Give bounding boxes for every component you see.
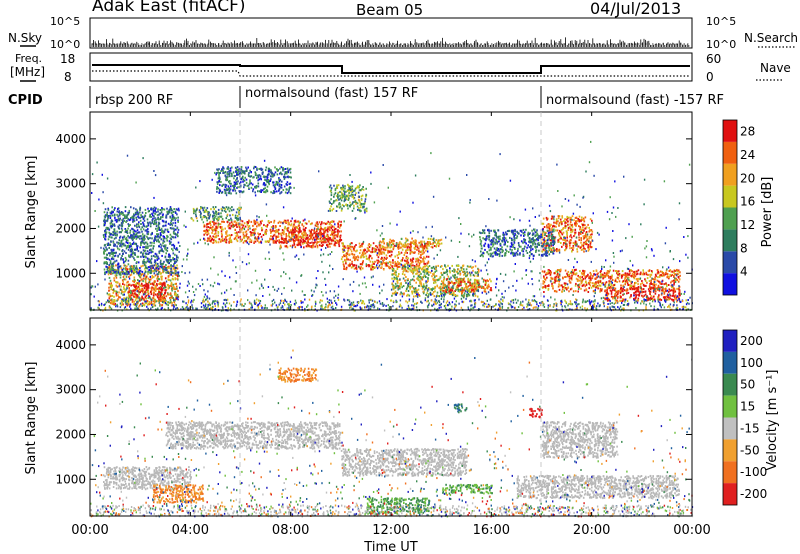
power-echo-region xyxy=(102,206,180,276)
cpid-label: CPID xyxy=(8,93,43,108)
freq-tick-low: 8 xyxy=(64,70,72,84)
ground-scatter-region xyxy=(165,421,343,450)
x-tick-label: 08:00 xyxy=(272,523,309,538)
x-tick-label: 04:00 xyxy=(172,523,209,538)
velocity-ytick-label: 3000 xyxy=(55,383,86,397)
nsky-label: N.Sky xyxy=(8,31,42,45)
power-panel: 1000 2000 3000 4000 Slant Range [km] 4 8 12 16… xyxy=(24,111,775,312)
freq-line xyxy=(92,64,690,74)
freq-tick-high: 18 xyxy=(60,52,75,66)
freq-label: Freq. xyxy=(15,52,42,65)
power-colorbar-tick: 8 xyxy=(740,241,748,255)
power-colorbar-segment xyxy=(723,120,737,142)
nave-tick-high: 60 xyxy=(706,52,721,66)
velocity-noise xyxy=(90,349,694,518)
velocity-echo-region xyxy=(529,407,543,419)
cpid-row: CPID rbsp 200 RF normalsound (fast) 157 … xyxy=(8,86,724,108)
velocity-colorbar-label: Velocity [m s⁻¹] xyxy=(765,370,780,471)
power-echo-region xyxy=(478,228,556,258)
velocity-echo-region xyxy=(366,497,431,515)
x-axis-label: Time UT xyxy=(363,540,417,554)
nsky-tick-high: 10^5 xyxy=(50,15,80,28)
ground-scatter-region xyxy=(340,447,468,477)
ground-scatter-region xyxy=(541,421,619,459)
nave-label: Nave xyxy=(760,61,791,75)
nsky-tick-low: 10^0 xyxy=(50,38,80,51)
velocity-echo-region xyxy=(442,483,493,495)
power-colorbar-segment xyxy=(723,273,737,296)
velocity-colorbar-tick: -200 xyxy=(740,487,767,501)
power-colorbar-segment xyxy=(723,185,737,208)
power-ytick-label: 4000 xyxy=(55,132,86,146)
velocity-colorbar-tick: -100 xyxy=(740,465,767,479)
velocity-ytick-label: 2000 xyxy=(55,427,86,441)
x-tick-label: 20:00 xyxy=(573,523,610,538)
power-colorbar-segment xyxy=(723,163,737,186)
freq-unit: [MHz] xyxy=(10,65,45,79)
velocity-colorbar-segment xyxy=(723,439,737,462)
velocity-ylabel: Slant Range [km] xyxy=(24,362,39,475)
nsearch-label: N.Search xyxy=(744,31,798,45)
velocity-colorbar-tick: 200 xyxy=(740,334,763,348)
velocity-colorbar-tick: -15 xyxy=(740,421,760,435)
velocity-colorbar-segment xyxy=(723,461,737,484)
cpid-segment-1: rbsp 200 RF xyxy=(95,93,173,108)
power-colorbar-tick: 20 xyxy=(740,171,755,185)
power-echo-region xyxy=(190,206,242,222)
nsearch-tick-high: 10^5 xyxy=(706,15,736,28)
velocity-colorbar-segment xyxy=(723,373,737,396)
power-echo-region xyxy=(541,215,594,253)
x-tick-label: 16:00 xyxy=(473,523,510,538)
velocity-echo-region xyxy=(453,403,468,414)
freq-panel: Freq. [MHz] 18 8 60 0 Nave xyxy=(10,52,791,84)
power-colorbar-label: Power [dB] xyxy=(760,177,775,248)
velocity-colorbar-segment xyxy=(723,417,737,440)
power-colorbar-segment xyxy=(723,229,737,252)
velocity-colorbar-segment xyxy=(723,483,737,506)
velocity-colorbar-segment xyxy=(723,395,737,418)
velocity-panel: 1000 2000 3000 4000 Slant Range [km] 200 100… xyxy=(24,317,780,518)
velocity-colorbar-tick: 100 xyxy=(740,356,763,370)
nave-tick-low: 0 xyxy=(706,70,714,84)
power-noise xyxy=(90,140,693,312)
power-colorbar-tick: 12 xyxy=(740,218,755,232)
power-ytick-label: 3000 xyxy=(55,177,86,191)
x-tick-label: 00:00 xyxy=(673,523,710,538)
power-echo-region xyxy=(328,183,368,213)
cpid-segment-2: normalsound (fast) 157 RF xyxy=(245,86,418,101)
power-colorbar-tick: 24 xyxy=(740,148,755,162)
power-colorbar-tick: 4 xyxy=(740,265,748,279)
power-echo-region xyxy=(441,277,493,293)
power-ylabel: Slant Range [km] xyxy=(24,156,39,269)
power-colorbar-segment xyxy=(723,141,737,164)
beam-title: Beam 05 xyxy=(356,1,423,19)
nsearch-tick-low: 10^0 xyxy=(706,38,736,51)
power-ytick-label: 1000 xyxy=(55,266,86,280)
nsky-panel: N.Sky 10^5 10^0 10^5 10^0 N.Search xyxy=(8,15,798,51)
power-echo-region xyxy=(378,237,443,249)
velocity-ytick-label: 1000 xyxy=(55,472,86,486)
cpid-segment-3: normalsound (fast) -157 RF xyxy=(546,93,724,108)
velocity-colorbar-tick: -50 xyxy=(740,443,760,457)
power-colorbar-tick: 16 xyxy=(740,195,755,209)
velocity-colorbar-segment xyxy=(723,330,737,352)
power-colorbar-segment xyxy=(723,207,737,230)
velocity-echo-region xyxy=(278,367,318,383)
power-colorbar-tick: 28 xyxy=(740,125,755,139)
velocity-colorbar-tick: 50 xyxy=(740,378,755,392)
ground-scatter-region xyxy=(516,474,680,500)
velocity-colorbar-tick: 15 xyxy=(740,400,755,414)
velocity-ytick-label: 4000 xyxy=(55,338,86,352)
station-title: Adak East (fitACF) xyxy=(92,0,246,16)
power-echo-region xyxy=(278,228,342,249)
velocity-colorbar-segment xyxy=(723,351,737,374)
power-echo-region xyxy=(215,165,292,195)
power-ytick-label: 2000 xyxy=(55,221,86,235)
x-tick-label: 12:00 xyxy=(372,523,409,538)
date-title: 04/Jul/2013 xyxy=(590,0,681,18)
power-colorbar-segment xyxy=(723,251,737,274)
x-tick-label: 00:00 xyxy=(71,523,108,538)
